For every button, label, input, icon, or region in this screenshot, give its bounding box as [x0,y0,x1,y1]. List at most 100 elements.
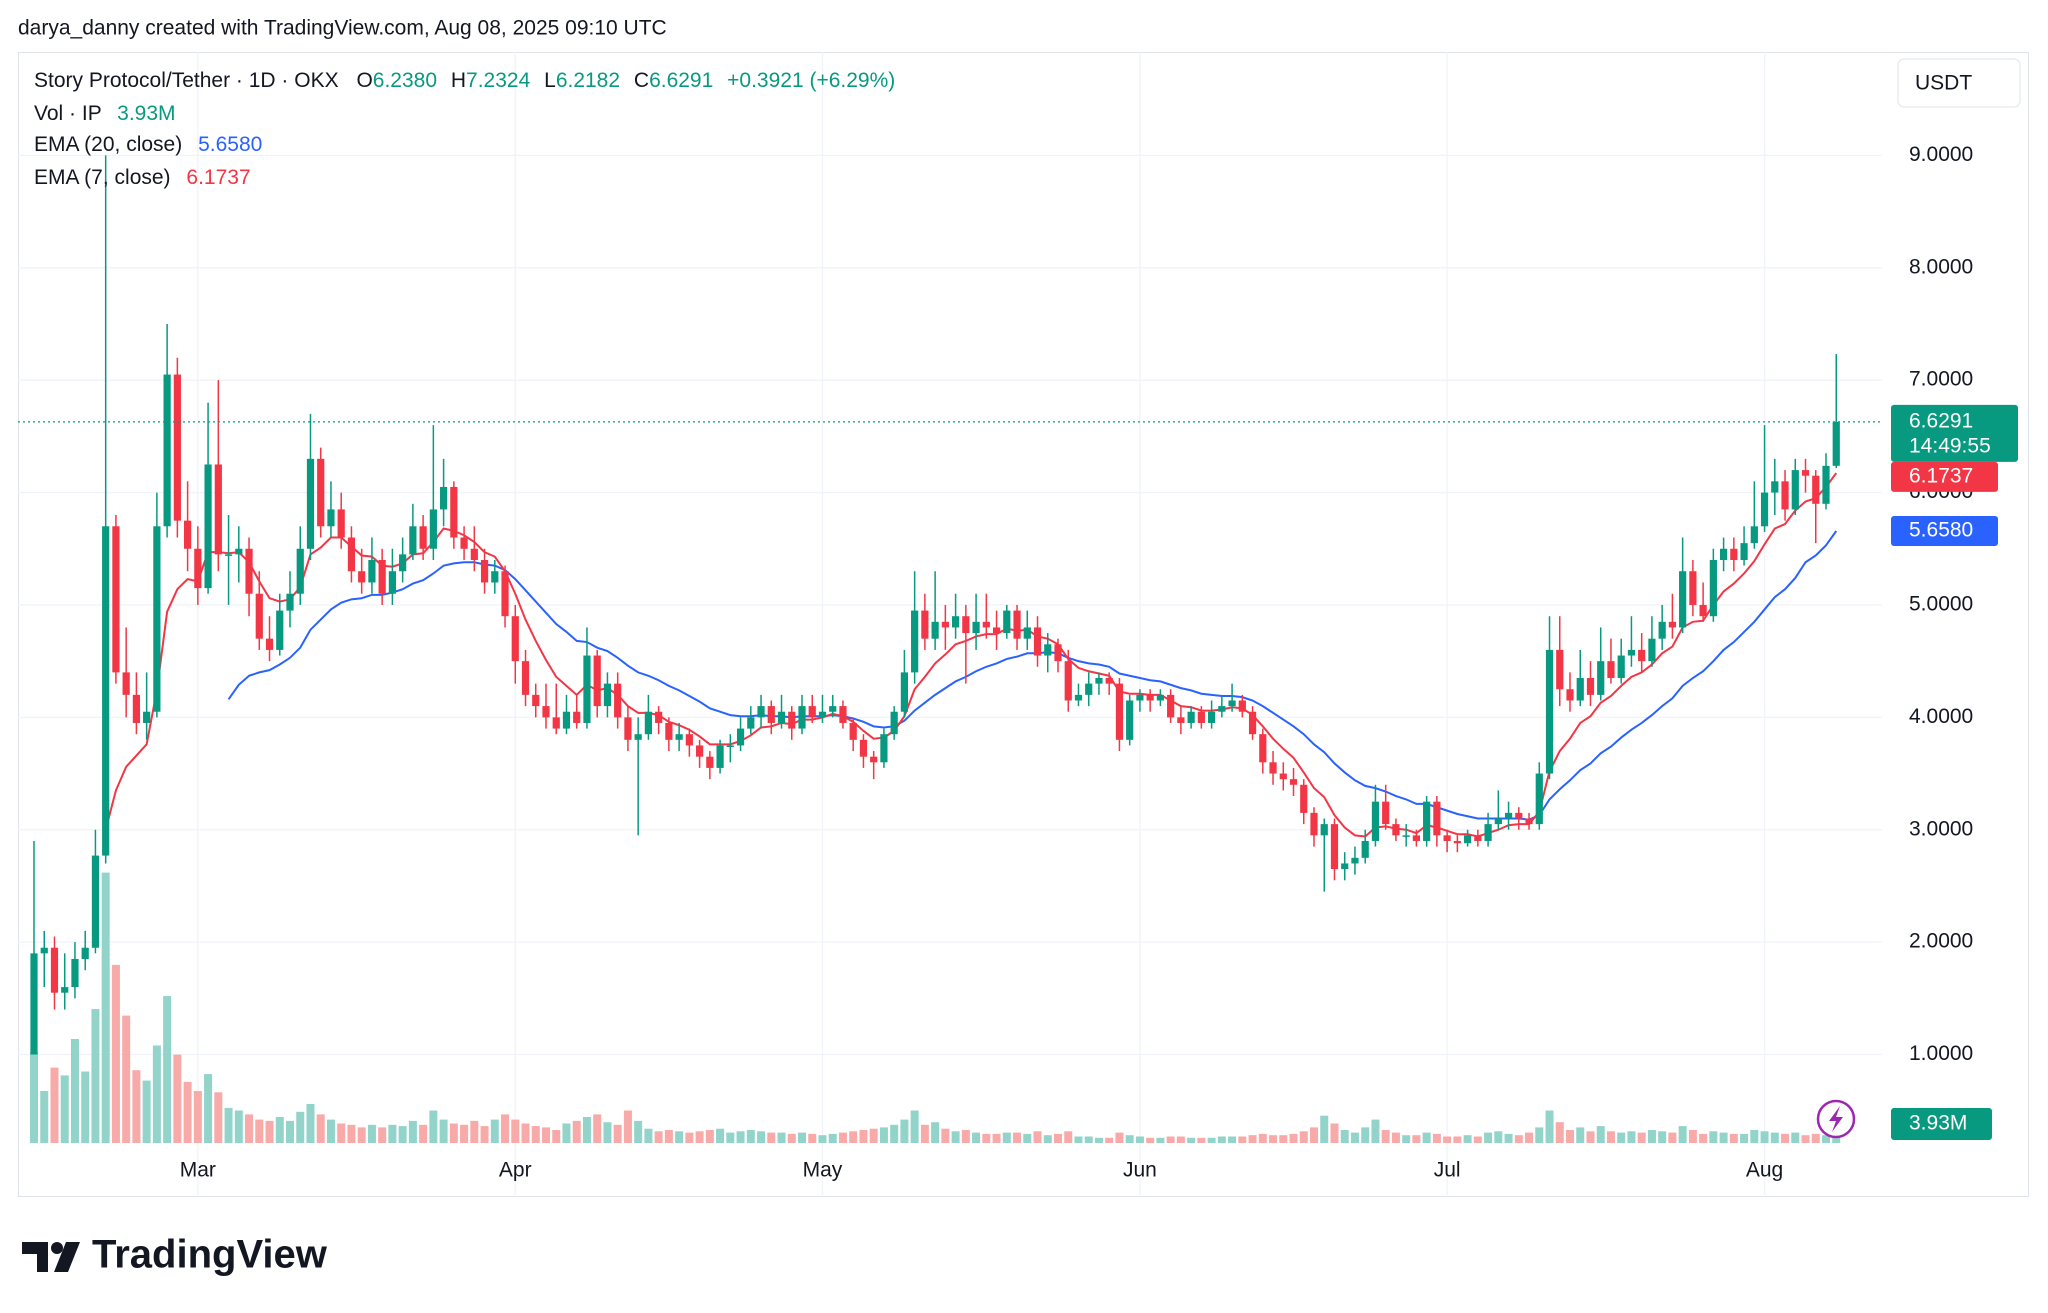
candle-body [665,722,673,740]
volume-bar [961,1130,970,1143]
volume-bar [398,1126,407,1143]
volume-bar [408,1120,417,1143]
volume-bar [562,1123,571,1143]
candle-body [358,571,366,583]
candle-body [1535,773,1543,825]
candle-body [788,711,796,729]
volume-bar [552,1130,561,1143]
alert-bolt[interactable] [1829,1106,1843,1132]
candle-body [1423,801,1431,841]
candle-body [941,621,949,628]
candle-body [1750,526,1758,544]
candle-body [491,571,499,583]
c-label: C [634,69,649,92]
candle-body [777,711,786,723]
volume-bar [1760,1131,1769,1143]
volume-bar [1023,1133,1032,1143]
candle-body [655,711,663,723]
volume-bar [275,1117,284,1143]
volume-bar [1627,1131,1636,1143]
candle-body [685,734,693,746]
candle-body [61,987,69,993]
volume-bar [531,1126,540,1143]
candle-body [1033,627,1042,656]
currency-box[interactable] [1897,58,2021,108]
candle-body [1197,711,1205,723]
volume-bar [1791,1132,1800,1143]
candle-body [429,509,437,549]
volume-bar [1135,1136,1144,1143]
volume-bar [1443,1136,1452,1143]
candle-body [1126,700,1134,740]
volume-value: 3.93M [117,102,175,125]
legend-ema7: EMA (7, close) 6.1737 [34,166,251,189]
candle-body [747,717,755,729]
candle-body [30,953,38,1055]
candle-body [870,756,878,763]
l-label: L [544,69,556,92]
volume-bar [111,964,120,1143]
volume-bar [798,1132,806,1143]
volume-bar [869,1128,878,1143]
volume-bar [664,1130,673,1143]
candle-body [726,745,734,747]
candle-body [1484,824,1492,841]
candle-body [245,548,253,594]
x-tick-label: Jul [1434,1159,1461,1182]
volume-label: Vol · IP [34,102,101,125]
candle-body [1699,604,1707,617]
volume-bar [1002,1132,1011,1143]
candle-body [1310,812,1318,836]
candle-body [931,621,939,639]
currency[interactable]: USDT [1915,72,1972,95]
volume-bar [1740,1133,1749,1143]
logo-dot [51,1242,63,1254]
volume-bar [695,1131,704,1143]
volume-bar [941,1128,950,1143]
candle-body [327,509,335,527]
volume-bar [1729,1133,1738,1143]
ema-box [1891,516,1998,547]
candle-body [1146,694,1154,701]
candle-body [194,548,202,589]
volume-bar [449,1123,458,1143]
candle-body [1259,734,1267,763]
candle-body [1228,700,1236,707]
candle-body [81,947,89,959]
alert-icon[interactable] [1816,1099,1856,1139]
volume-bar [1422,1132,1431,1143]
volume-bar [910,1110,919,1143]
volume-bar [736,1131,745,1143]
volume-bar [296,1111,305,1143]
volume-bar [255,1119,264,1143]
candle-body [706,756,714,768]
candle-body [1576,678,1584,701]
candle-body [1013,610,1021,639]
volume-bar [746,1130,755,1143]
volume-bar [1545,1110,1554,1143]
logo: TradingView [22,1233,328,1277]
volume-bar [1494,1131,1503,1143]
volume-bar [992,1133,1001,1143]
volume-bar [101,872,110,1143]
volume-bar [81,1071,90,1143]
volume-bar [357,1127,366,1143]
h-label: H [451,69,466,92]
volume-bar [1709,1131,1718,1143]
volume-bar [347,1124,356,1143]
volume-bar [1473,1136,1482,1143]
low: 6.2182 [556,69,620,92]
candle-body [829,706,837,712]
candle-body [849,722,857,740]
candle-body [317,458,325,527]
candle-body [1371,801,1380,841]
candle-body [521,661,530,695]
candle-body [388,571,396,594]
volume-bar [306,1104,315,1143]
candle-body [1638,649,1646,662]
candle-body [757,706,765,718]
candle-body [1730,548,1738,560]
